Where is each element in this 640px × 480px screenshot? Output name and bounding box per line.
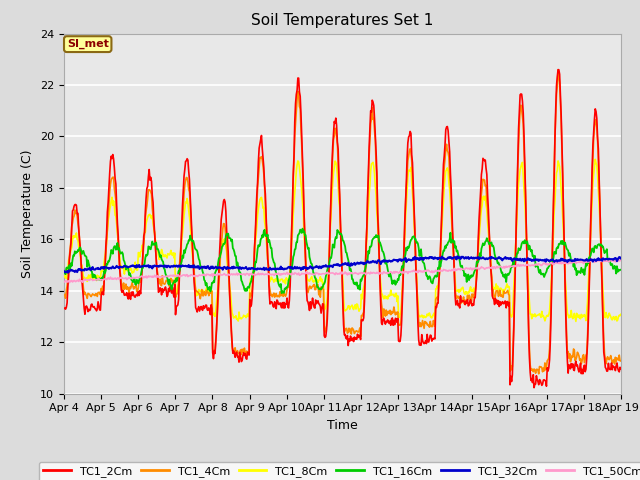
Legend: TC1_2Cm, TC1_4Cm, TC1_8Cm, TC1_16Cm, TC1_32Cm, TC1_50Cm: TC1_2Cm, TC1_4Cm, TC1_8Cm, TC1_16Cm, TC1… (38, 462, 640, 480)
Y-axis label: Soil Temperature (C): Soil Temperature (C) (22, 149, 35, 278)
Text: SI_met: SI_met (67, 39, 109, 49)
Title: Soil Temperatures Set 1: Soil Temperatures Set 1 (252, 13, 433, 28)
X-axis label: Time: Time (327, 419, 358, 432)
